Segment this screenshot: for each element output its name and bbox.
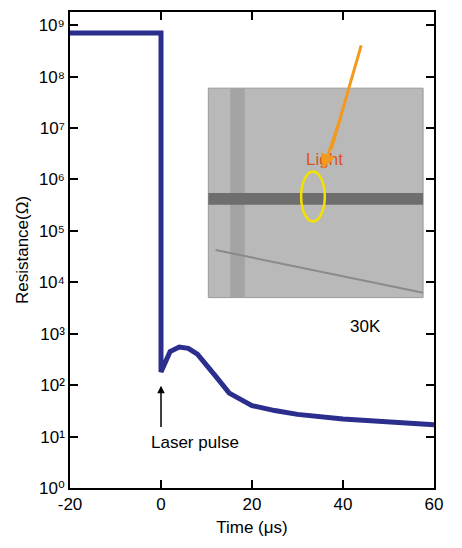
- svg-text:20: 20: [243, 495, 262, 514]
- svg-text:10²: 10²: [40, 376, 65, 395]
- svg-text:10⁶: 10⁶: [39, 170, 65, 189]
- svg-text:10¹: 10¹: [40, 428, 65, 447]
- svg-text:40: 40: [334, 495, 353, 514]
- svg-text:Time (μs): Time (μs): [216, 518, 288, 537]
- svg-text:-20: -20: [58, 495, 83, 514]
- svg-text:10³: 10³: [40, 325, 65, 344]
- svg-text:30K: 30K: [350, 317, 381, 336]
- svg-text:10⁷: 10⁷: [40, 119, 65, 138]
- svg-text:10⁰: 10⁰: [39, 479, 65, 498]
- svg-text:10⁵: 10⁵: [39, 222, 65, 241]
- svg-text:Laser pulse: Laser pulse: [151, 433, 239, 452]
- svg-text:10⁸: 10⁸: [39, 68, 65, 87]
- svg-text:0: 0: [156, 495, 165, 514]
- svg-text:Light: Light: [306, 150, 343, 169]
- svg-text:60: 60: [425, 495, 444, 514]
- svg-text:10⁹: 10⁹: [39, 16, 65, 35]
- svg-text:10⁴: 10⁴: [39, 273, 65, 292]
- svg-text:Resistance(Ω): Resistance(Ω): [13, 196, 32, 304]
